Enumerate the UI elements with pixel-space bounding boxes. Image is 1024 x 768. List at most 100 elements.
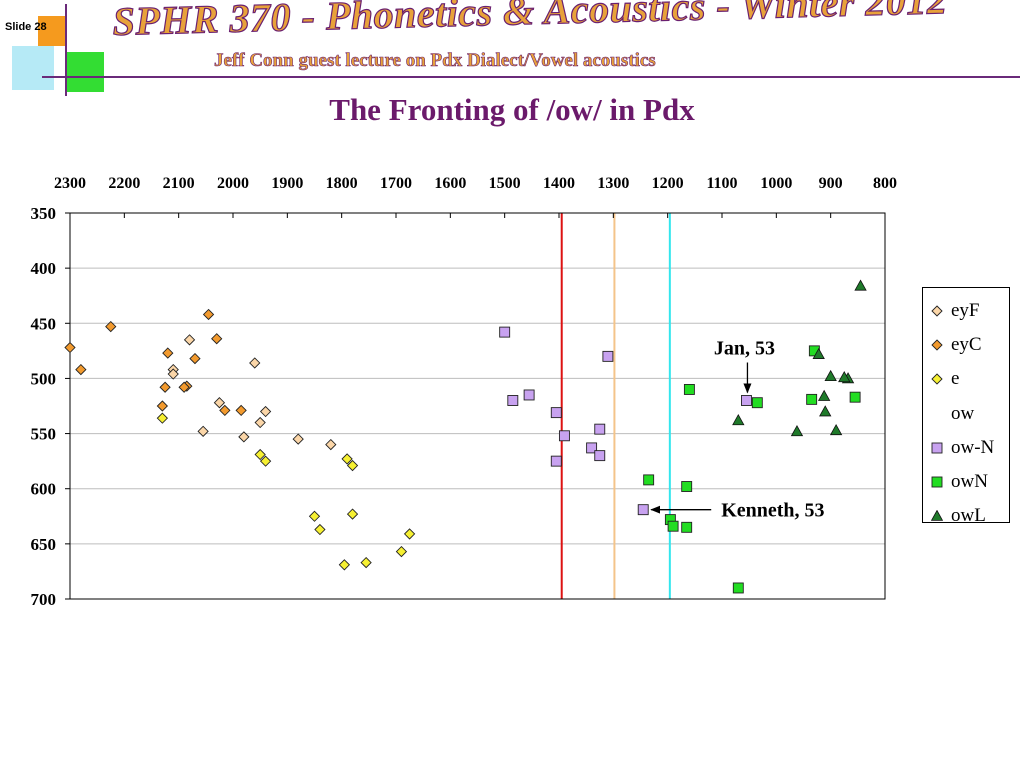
point-owN-8	[806, 393, 818, 405]
x-tick-label-1000: 1000	[760, 175, 792, 192]
x-tick-label-1600: 1600	[434, 175, 466, 192]
point-owL-1	[812, 347, 825, 359]
x-tick-label-900: 900	[819, 175, 843, 192]
legend-swatch-owL	[931, 510, 943, 522]
point-ow-N-10	[637, 504, 649, 516]
legend-label-e: e	[951, 368, 960, 390]
slide-header-decoration	[12, 4, 1020, 96]
point-ow-N-8	[594, 423, 606, 435]
x-tick-labels: 2300 2200 2100 2000 1900 1800 1700 1600 1500 1400…	[54, 175, 897, 192]
x-tick-label-2100: 2100	[163, 175, 195, 192]
point-e-2	[259, 455, 272, 467]
legend-marker-eyC	[931, 339, 943, 351]
point-eyF-7	[197, 425, 209, 438]
legend-label-owN: owN	[951, 471, 988, 493]
point-owL-5	[838, 371, 851, 383]
legend-item-ow: ow	[931, 397, 1009, 431]
point-e-4	[346, 459, 359, 472]
lecture-subtitle: Jeff Conn guest lecture on Pdx Dialect/V…	[214, 50, 656, 72]
deco-cyan-square	[12, 46, 54, 90]
point-eyC-7	[159, 381, 171, 393]
point-ow-N-11	[741, 395, 752, 406]
point-ow-N-6	[550, 455, 562, 467]
legend-label-owL: owL	[951, 505, 986, 527]
legend-marker-owL	[931, 510, 943, 522]
point-owN-4	[681, 481, 693, 492]
x-tick-label-1400: 1400	[543, 175, 575, 192]
y-tick-label-700: 700	[31, 590, 57, 609]
point-owL-2	[824, 369, 837, 382]
x-tick-label-1900: 1900	[271, 175, 303, 192]
point-owL-7	[829, 423, 843, 436]
reference-lines	[560, 213, 671, 599]
point-e-9	[360, 556, 372, 569]
point-ow-N-1	[507, 395, 519, 406]
point-e-10	[395, 545, 408, 558]
legend-label-ow-N: ow-N	[951, 436, 995, 458]
point-owN-5	[683, 384, 695, 395]
legend-marker-owN	[931, 476, 943, 488]
data-points	[64, 279, 867, 594]
x-tick-label-2000: 2000	[217, 175, 249, 192]
point-eyC-0	[64, 341, 76, 354]
chart-legend: eyF eyC e ow ow-N owN owL	[922, 287, 1010, 526]
point-eyF-5	[254, 416, 266, 429]
point-owN-10	[849, 391, 861, 403]
point-ow-N-7	[586, 442, 598, 454]
annotations: Jan, 53 Kenneth, 53	[650, 337, 825, 522]
legend-marker-e	[931, 373, 943, 386]
legend-marker-ow-N	[931, 442, 943, 454]
point-owL-6	[819, 405, 832, 417]
legend-label-eyC: eyC	[951, 334, 982, 356]
point-eyC-11	[219, 404, 231, 417]
point-eyF-9	[325, 438, 337, 451]
point-e-5	[308, 510, 321, 522]
point-ow-N-2	[523, 389, 535, 401]
y-tick-label-500: 500	[31, 369, 57, 388]
x-tick-label-1800: 1800	[326, 175, 358, 192]
chart-title: The Fronting of /ow/ in Pdx	[329, 92, 695, 127]
point-eyF-3	[213, 397, 226, 409]
legend-item-e: e	[931, 362, 1009, 396]
point-ow-N-3	[602, 350, 614, 362]
x-tick-label-1700: 1700	[380, 175, 412, 192]
x-tick-label-1200: 1200	[652, 175, 684, 192]
legend-swatch-eyF	[931, 305, 943, 317]
axis-ticks	[65, 212, 886, 600]
annotation-kenneth-label: Kenneth, 53	[721, 500, 824, 522]
x-tick-label-800: 800	[873, 175, 897, 192]
plot-area-frame	[69, 212, 886, 600]
annotation-jan-label: Jan, 53	[714, 337, 775, 359]
legend-item-eyC: eyC	[931, 328, 1009, 362]
deco-orange-square	[38, 16, 66, 46]
x-tick-label-1500: 1500	[489, 175, 521, 192]
deco-green-square	[66, 52, 104, 92]
point-eyC-10	[156, 400, 169, 412]
x-tick-label-1300: 1300	[597, 175, 629, 192]
point-eyC-3	[202, 308, 215, 321]
point-owN-3	[681, 521, 693, 533]
point-e-6	[314, 523, 326, 536]
point-e-7	[346, 508, 359, 520]
point-eyF-1	[183, 334, 196, 346]
legend-item-owN: owN	[931, 465, 1009, 499]
legend-item-ow-N: ow-N	[931, 431, 1009, 465]
point-owN-6	[732, 582, 744, 594]
y-tick-label-550: 550	[31, 425, 57, 444]
y-tick-label-650: 650	[31, 535, 57, 554]
legend-marker-eyF	[931, 305, 943, 317]
point-e-1	[254, 448, 266, 461]
point-eyF-10	[167, 368, 179, 380]
point-eyC-6	[189, 352, 201, 365]
point-owL-8	[790, 425, 804, 437]
point-owL-3	[817, 389, 831, 401]
point-ow-N-5	[558, 430, 570, 442]
point-eyC-9	[178, 381, 190, 393]
point-e-0	[156, 412, 169, 424]
point-ow-N-4	[550, 407, 562, 419]
y-tick-label-350: 350	[31, 204, 57, 223]
legend-item-eyF: eyF	[931, 294, 1009, 328]
point-ow-N-0	[499, 326, 511, 338]
point-owN-7	[751, 397, 763, 409]
x-tick-label-2200: 2200	[108, 175, 140, 192]
